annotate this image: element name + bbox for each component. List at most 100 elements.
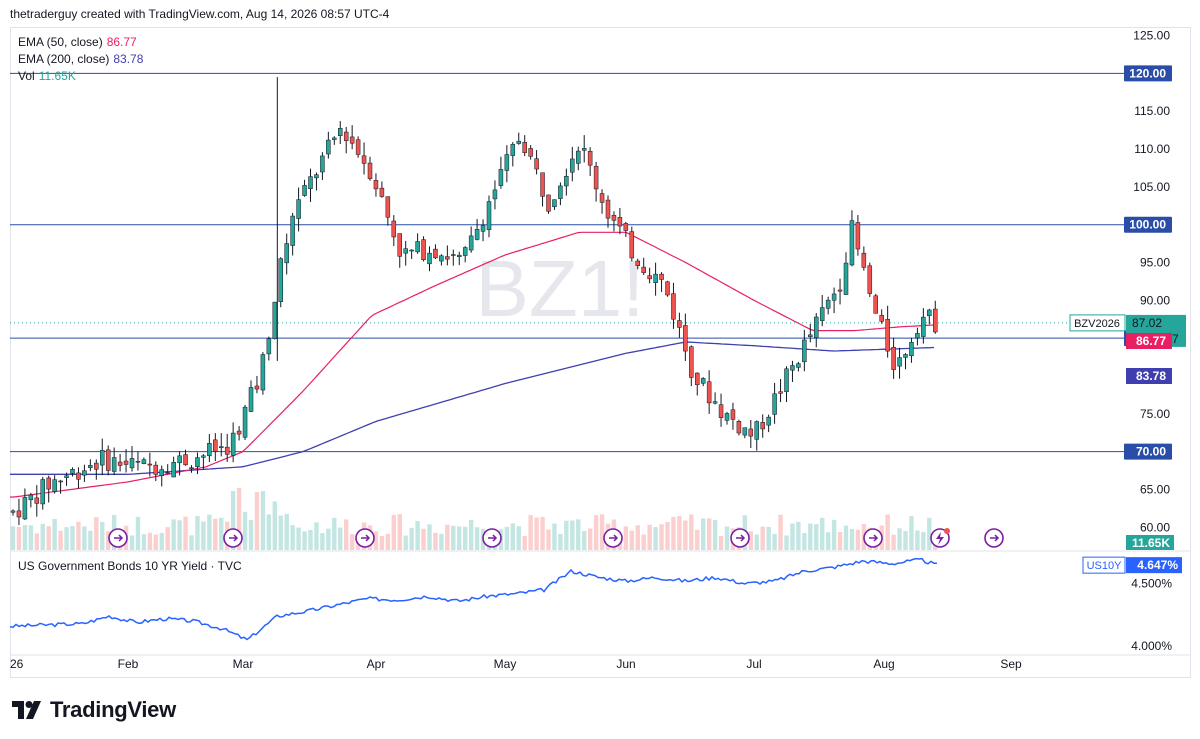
candle-body: [409, 249, 414, 252]
symbol-badge-label: BZV2026: [1074, 318, 1120, 330]
candle-body: [903, 354, 908, 358]
volume-bar: [778, 514, 783, 550]
candle-body: [564, 176, 569, 187]
candle-body: [879, 315, 884, 322]
volume-bar: [445, 524, 450, 550]
volume-bar: [314, 522, 319, 550]
candle-body: [623, 223, 629, 231]
candle-body: [88, 465, 93, 468]
candle-body: [22, 497, 28, 520]
candle-body: [52, 479, 57, 492]
volume-bar: [593, 515, 599, 550]
time-tick-label: Mar: [233, 657, 254, 671]
event-arrow-icon: [869, 534, 879, 542]
volume-bar: [397, 514, 402, 550]
footer-brand: TradingView: [50, 697, 176, 722]
volume-bar: [808, 523, 813, 550]
yield-value-badge: [1126, 557, 1182, 574]
yield-symbol-badge: [1082, 556, 1126, 574]
volume-bar: [28, 525, 34, 550]
price-tick-label: 75.00: [1140, 407, 1170, 421]
volume-bar: [653, 527, 658, 550]
event-arrow-icon: [609, 534, 619, 542]
candle-body: [219, 446, 224, 449]
candle-body: [296, 199, 301, 219]
volume-bar: [564, 520, 569, 550]
candle-body: [433, 248, 438, 259]
candle-body: [40, 479, 45, 505]
candle-body: [326, 139, 331, 155]
candle-body: [397, 233, 402, 257]
candle-body: [712, 401, 718, 404]
volume-bar: [825, 532, 831, 550]
candle-body: [105, 449, 111, 471]
volume-bar: [468, 519, 474, 550]
candle-body: [266, 338, 272, 355]
volume-bar: [290, 525, 295, 550]
candle-body: [760, 422, 765, 430]
event-arrow-icon: [114, 534, 124, 542]
volume-bar: [849, 529, 855, 550]
volume-bars: [10, 487, 938, 550]
volume-bar: [320, 533, 325, 550]
volume-bar: [141, 534, 147, 550]
lightning-glyph-icon: [936, 532, 944, 545]
legend-ema50[interactable]: EMA (50, close) 86.77: [18, 35, 137, 49]
volume-bar: [718, 535, 724, 550]
event-arrow-icon: [361, 534, 371, 542]
symbol-badge: [1069, 314, 1126, 332]
price-tick-label: 95.00: [1140, 256, 1170, 270]
candle-body: [855, 222, 861, 250]
hline-price-label: 70.00: [1136, 445, 1166, 459]
volume-bar: [254, 492, 260, 550]
volume-bar: [820, 517, 825, 550]
volume-bar: [552, 523, 557, 550]
volume-bar: [266, 514, 272, 550]
candle-body: [70, 468, 75, 474]
candle-body: [171, 462, 176, 478]
candle-body: [195, 457, 200, 468]
tradingview-logo[interactable]: TradingView: [12, 697, 176, 722]
volume-bar: [46, 526, 51, 550]
candle-body: [230, 432, 236, 456]
candle-body: [730, 409, 736, 420]
candle-body: [355, 139, 361, 155]
volume-bar: [82, 526, 87, 550]
volume-bar: [921, 531, 926, 550]
legend-ema200[interactable]: EMA (200, close) 83.78: [18, 52, 143, 66]
volume-bar: [135, 516, 141, 550]
candle-body: [659, 273, 664, 280]
candle-body: [778, 391, 783, 394]
candle-body: [587, 150, 593, 166]
candle-body: [718, 404, 724, 418]
legend-volume[interactable]: Vol 11.65K: [18, 69, 76, 83]
candle-body: [129, 458, 135, 469]
candle-body: [468, 235, 474, 251]
volume-bar: [712, 519, 718, 550]
candle-body: [748, 428, 754, 437]
candle-body: [28, 494, 34, 501]
volume-bar: [927, 517, 932, 550]
candle-body: [814, 316, 819, 338]
legend-volume-label: Vol: [18, 69, 35, 83]
candle-body: [570, 158, 575, 173]
volume-bar: [903, 531, 908, 550]
yield-pane: US Government Bonds 10 YR Yield · TVC 4.5…: [9, 556, 1182, 653]
candle-body: [189, 467, 194, 469]
candle-body: [159, 469, 164, 476]
ema200-axis-label: 83.78: [1136, 369, 1166, 383]
candle-body: [111, 457, 117, 472]
candle-body: [867, 265, 873, 294]
candle-body: [933, 308, 938, 333]
candle-body: [427, 252, 432, 265]
volume-bar: [260, 491, 266, 550]
yield-tick-label: 4.500%: [1131, 577, 1172, 591]
candle-body: [153, 464, 159, 475]
candle-body: [831, 293, 837, 301]
volume-bar: [671, 516, 676, 550]
candle-body: [689, 346, 694, 378]
candle-body: [141, 459, 147, 464]
candle-body: [290, 215, 295, 246]
volume-bar: [463, 526, 468, 550]
